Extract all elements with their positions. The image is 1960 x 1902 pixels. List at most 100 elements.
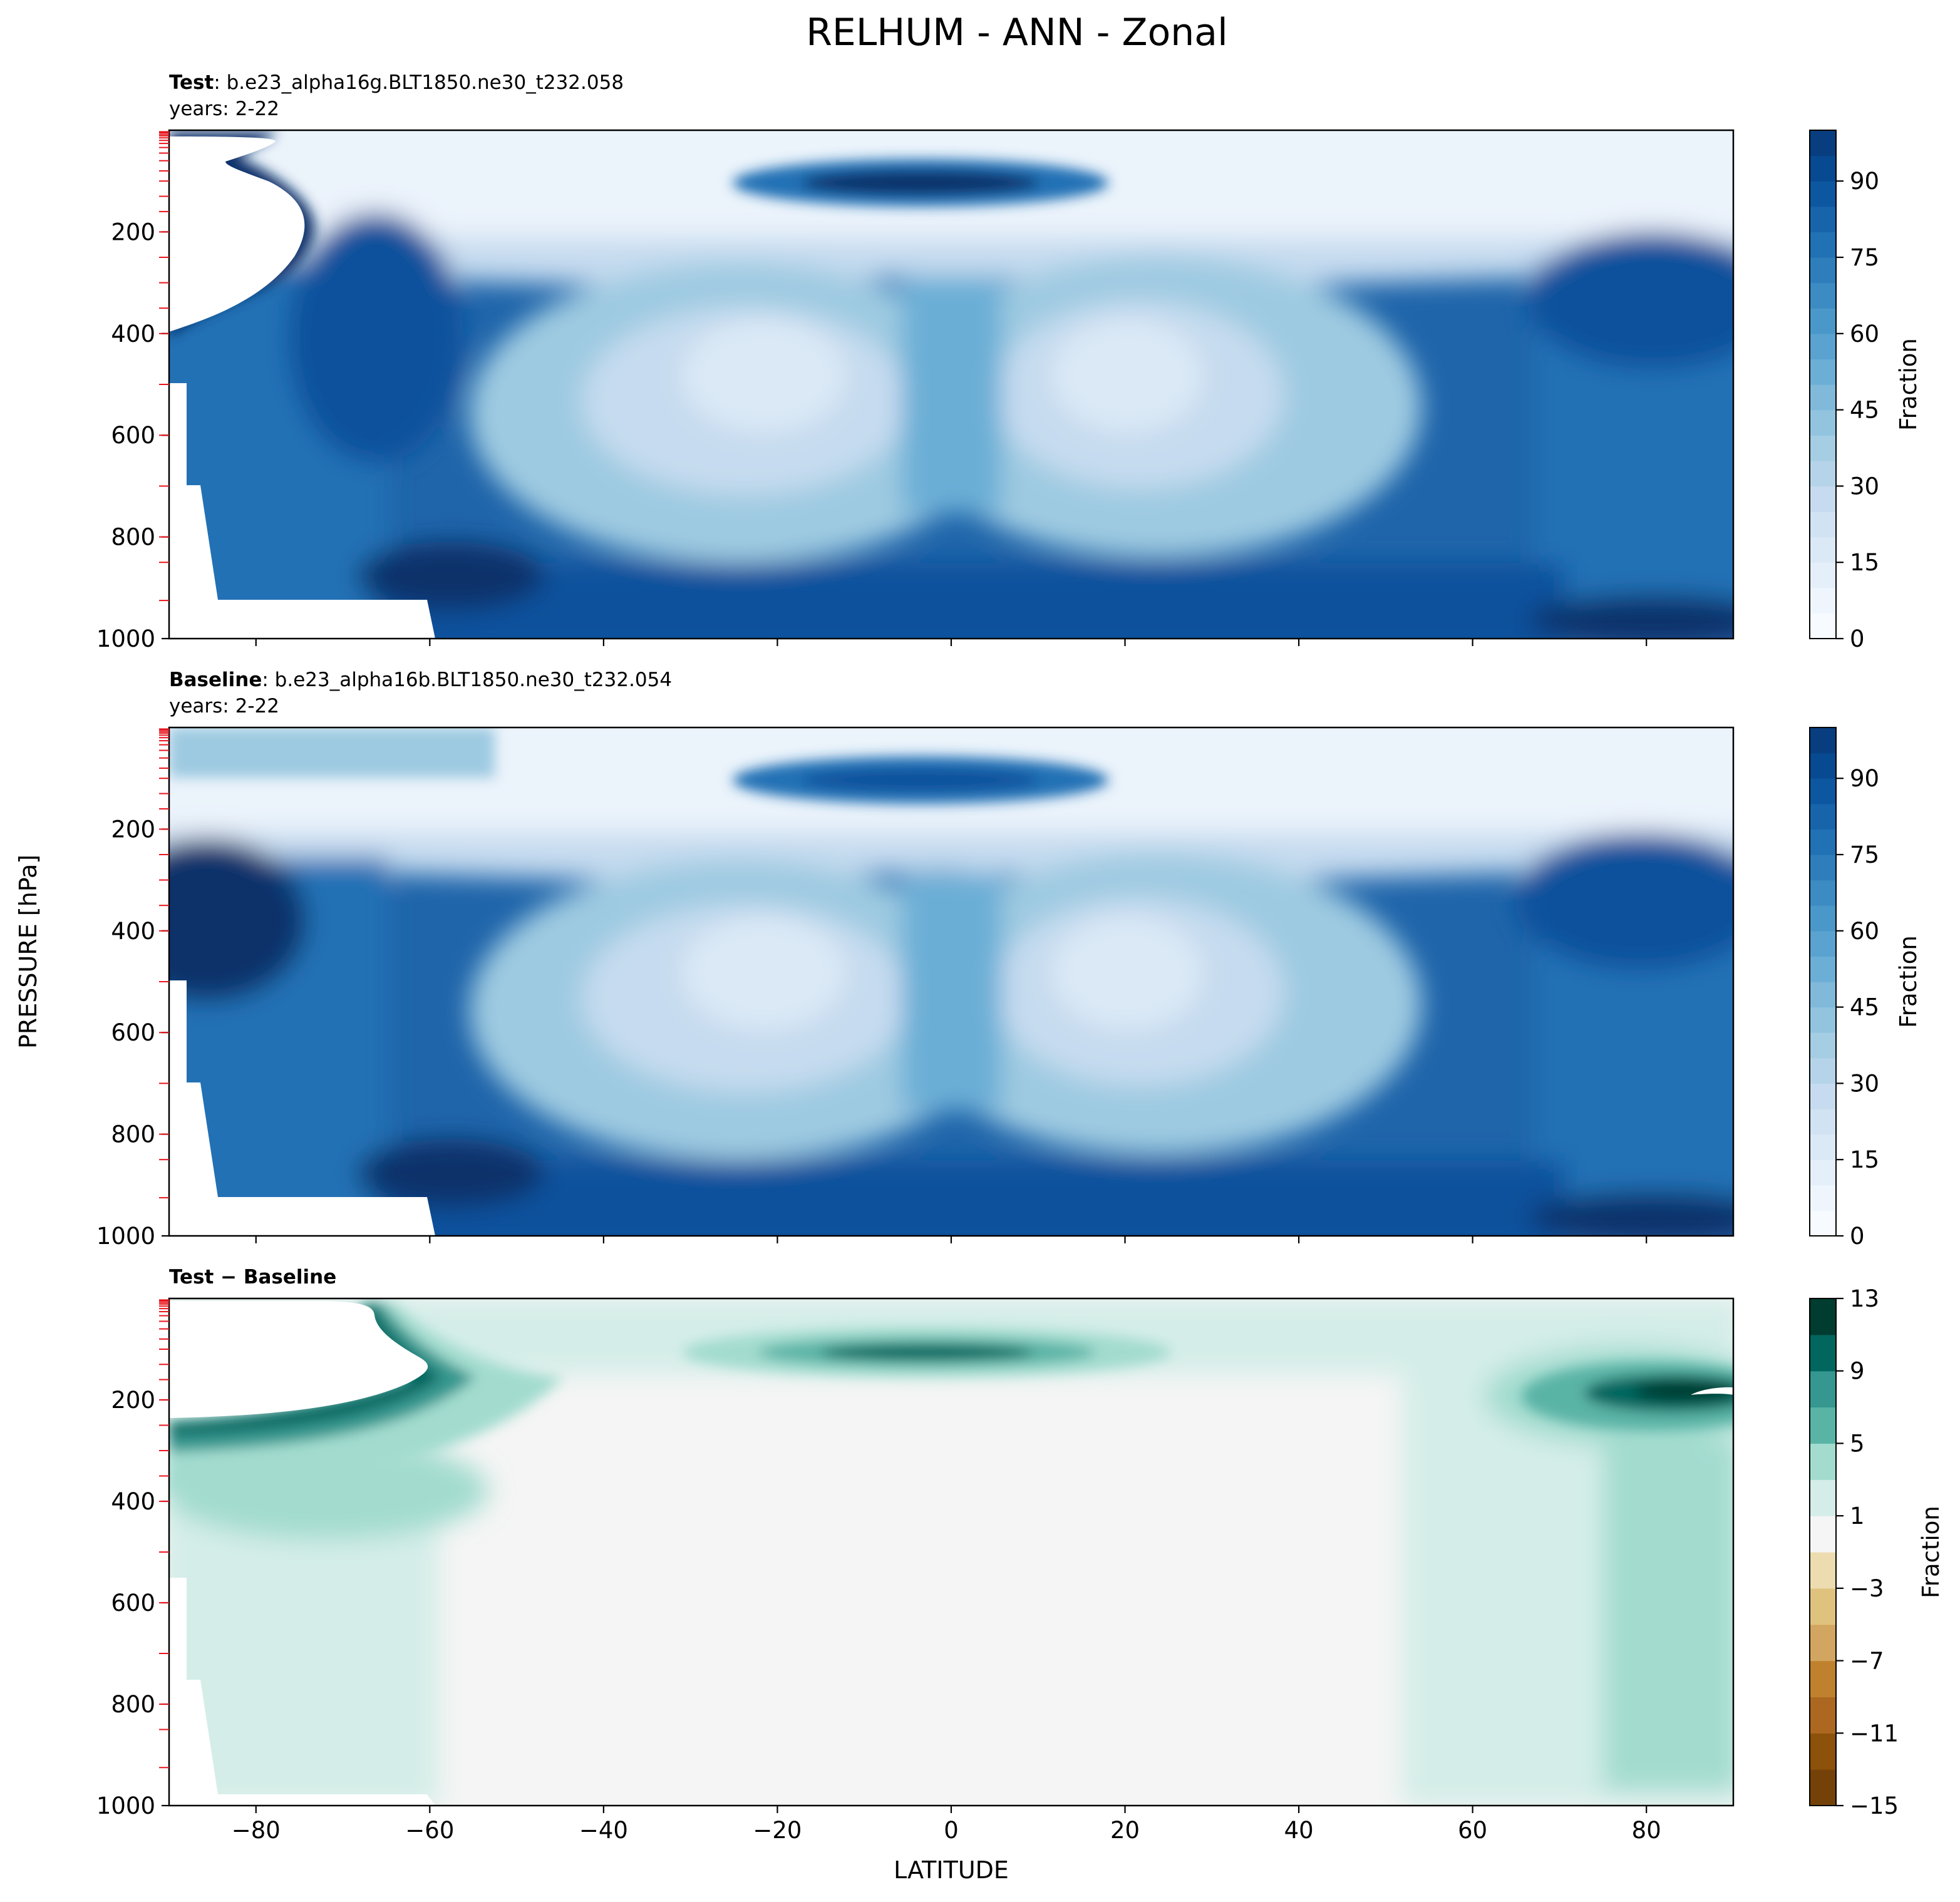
- colorbar-2-segment: [1810, 880, 1836, 906]
- colorbar-3-segment: [1810, 1334, 1836, 1372]
- colorbar-tick-label: 60: [1850, 321, 1879, 347]
- colorbar-tick-label: −15: [1850, 1792, 1899, 1819]
- colorbar-2-segment: [1810, 930, 1836, 957]
- svg-text:Test − Baseline: Test − Baseline: [169, 1266, 336, 1288]
- colorbar-label: Fraction: [1895, 935, 1922, 1028]
- colorbar-tick-label: −3: [1850, 1575, 1884, 1602]
- colorbar-2-segment: [1810, 1057, 1836, 1084]
- x-tick-label: −20: [753, 1817, 802, 1844]
- colorbar-2-segment: [1810, 855, 1836, 881]
- colorbar-2-segment: [1810, 1007, 1836, 1033]
- colorbar-tick-label: −11: [1850, 1720, 1899, 1747]
- colorbar-1-segment: [1810, 206, 1836, 232]
- x-tick-label: 80: [1632, 1817, 1661, 1844]
- colorbar-1-segment: [1810, 587, 1836, 614]
- colorbar-3-segment: [1810, 1733, 1836, 1770]
- colorbar-2-segment: [1810, 753, 1836, 779]
- colorbar-2-segment: [1810, 829, 1836, 855]
- colorbar-2-segment: [1810, 1083, 1836, 1109]
- panel-1-plot: [169, 130, 1733, 639]
- y-axis-label: PRESSURE [hPa]: [14, 855, 42, 1049]
- y-tick-label: 800: [111, 1121, 155, 1148]
- colorbar-2-segment: [1810, 1210, 1836, 1236]
- colorbar-1-segment: [1810, 384, 1836, 411]
- colorbar-tick-label: 1: [1850, 1503, 1865, 1529]
- colorbar-1-segment: [1810, 359, 1836, 385]
- panel-3-plot: [169, 1298, 1733, 1806]
- colorbar-1-segment: [1810, 537, 1836, 563]
- colorbar-1-segment: [1810, 232, 1836, 258]
- colorbar-3-segment: [1810, 1588, 1836, 1625]
- panel-1-title-bold: Test: [169, 71, 214, 94]
- colorbar-tick-label: 9: [1850, 1358, 1865, 1385]
- colorbar-1-segment: [1810, 409, 1836, 436]
- colorbar-tick-label: −7: [1850, 1648, 1884, 1675]
- colorbar-1-frame: [1809, 130, 1837, 639]
- svg-text:Baseline: b.e23_alpha16b.BLT18: Baseline: b.e23_alpha16b.BLT1850.ne30_t2…: [169, 669, 672, 691]
- colorbar-3-segment: [1810, 1298, 1836, 1335]
- colorbar-2-frame: [1809, 727, 1837, 1236]
- colorbar-tick-label: 60: [1850, 918, 1879, 945]
- colorbar-tick-label: 13: [1850, 1285, 1879, 1312]
- y-tick-label: 600: [111, 1590, 155, 1617]
- colorbar-3-segment: [1810, 1407, 1836, 1444]
- colorbar-3-segment: [1810, 1516, 1836, 1553]
- panel-1-title-rest: : b.e23_alpha16g.BLT1850.ne30_t232.058: [214, 71, 624, 94]
- colorbar-3-segment: [1810, 1552, 1836, 1589]
- colorbar-1-segment: [1810, 511, 1836, 538]
- y-tick-label: 400: [111, 1488, 155, 1515]
- y-tick-label: 600: [111, 422, 155, 449]
- y-tick-label: 200: [111, 218, 155, 245]
- colorbar-2-segment: [1810, 1185, 1836, 1211]
- x-tick-label: 40: [1284, 1817, 1314, 1844]
- y-tick-label: 200: [111, 816, 155, 843]
- y-tick-label: 400: [111, 918, 155, 945]
- x-tick-label: −40: [579, 1817, 628, 1844]
- x-tick-label: 0: [944, 1817, 959, 1844]
- panel-2-plot: [169, 727, 1733, 1236]
- colorbar-3-segment: [1810, 1660, 1836, 1698]
- y-tick-label: 800: [111, 1691, 155, 1718]
- colorbar-1-segment: [1810, 333, 1836, 359]
- colorbar-3-frame: [1809, 1298, 1837, 1806]
- y-tick-label: 800: [111, 524, 155, 551]
- colorbar-1-segment: [1810, 613, 1836, 639]
- colorbar-1-segment: [1810, 181, 1836, 207]
- colorbar-tick-label: 90: [1850, 765, 1879, 792]
- x-tick-label: −60: [405, 1817, 454, 1844]
- colorbar-1-segment: [1810, 155, 1836, 182]
- colorbar-tick-label: 75: [1850, 244, 1879, 271]
- panel-1-header: Test: b.e23_alpha16g.BLT1850.ne30_t232.0…: [169, 71, 624, 120]
- colorbar-2-segment: [1810, 1109, 1836, 1135]
- colorbar-label: Fraction: [1917, 1506, 1944, 1598]
- colorbar-2-segment: [1810, 982, 1836, 1008]
- colorbar-1-segment: [1810, 308, 1836, 334]
- colorbar-3-segment: [1810, 1443, 1836, 1480]
- colorbar-tick-label: 0: [1850, 625, 1865, 652]
- colorbar-3-segment: [1810, 1479, 1836, 1516]
- colorbar-1-segment: [1810, 130, 1836, 157]
- panel-2-years: years: 2-22: [169, 695, 279, 717]
- colorbar-1-segment: [1810, 257, 1836, 284]
- colorbar-3-segment: [1810, 1370, 1836, 1408]
- colorbar-3-segment: [1810, 1697, 1836, 1734]
- panel-3-title-bold: Test − Baseline: [169, 1266, 336, 1288]
- colorbar-2-segment: [1810, 1032, 1836, 1059]
- colorbar-1-segment: [1810, 435, 1836, 461]
- colorbar-tick-label: 0: [1850, 1223, 1865, 1250]
- y-tick-label: 1000: [96, 625, 155, 652]
- x-axis-label: LATITUDE: [894, 1856, 1009, 1884]
- y-tick-label: 600: [111, 1019, 155, 1046]
- y-tick-label: 1000: [96, 1792, 155, 1819]
- panel-1-years: years: 2-22: [169, 98, 279, 120]
- x-tick-label: −80: [232, 1817, 281, 1844]
- colorbar-1-segment: [1810, 486, 1836, 512]
- colorbar-2-segment: [1810, 1134, 1836, 1160]
- colorbar-tick-label: 15: [1850, 1146, 1879, 1173]
- x-tick-label: 20: [1110, 1817, 1140, 1844]
- panel-3-header: Test − Baseline: [169, 1266, 336, 1288]
- colorbar-label: Fraction: [1895, 338, 1922, 431]
